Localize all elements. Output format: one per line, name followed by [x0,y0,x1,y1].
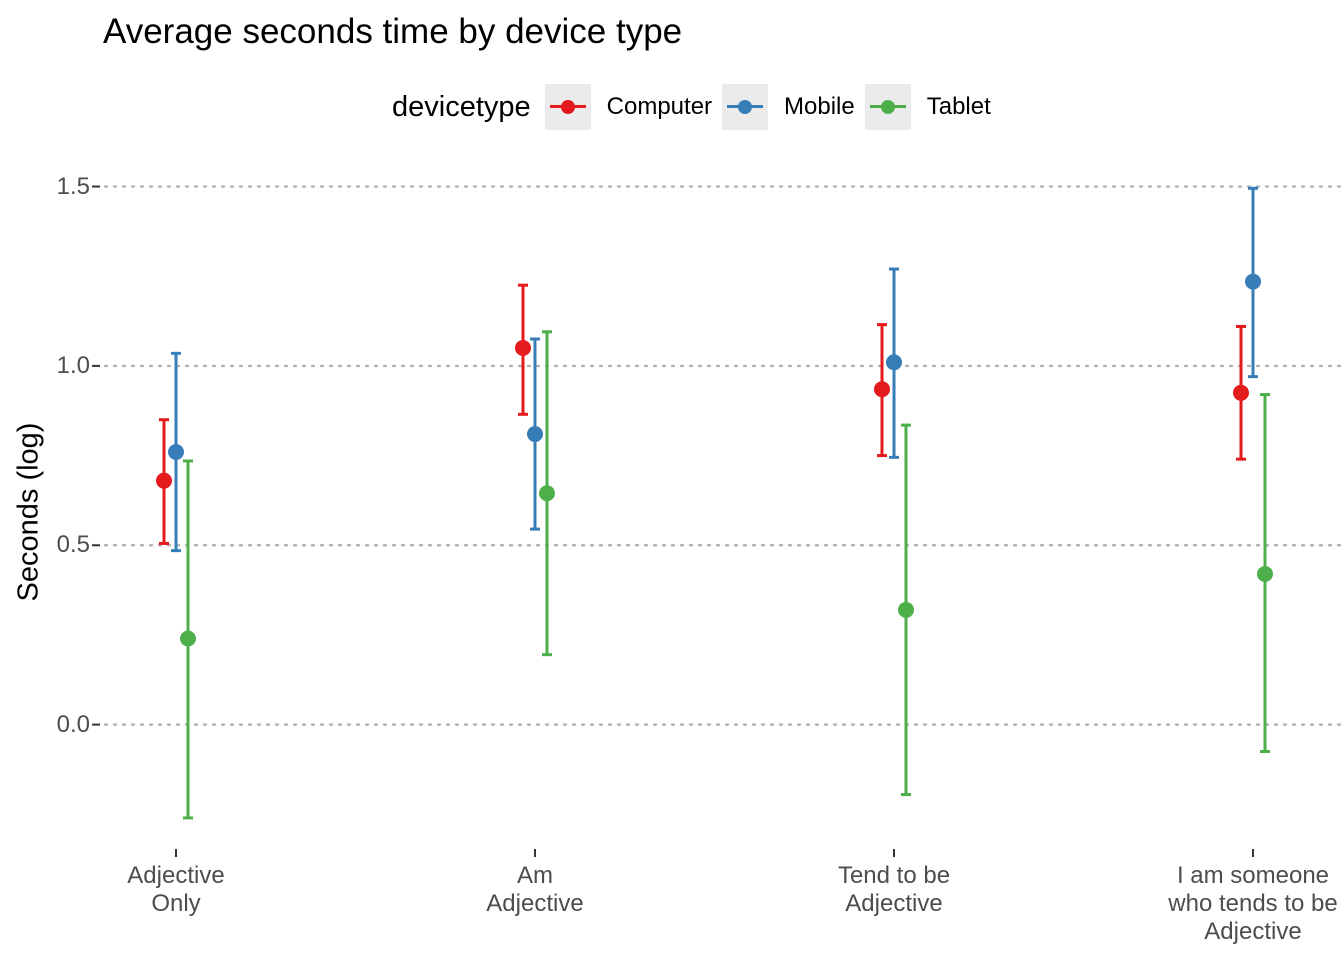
legend-key-computer [544,84,591,130]
data-point [1257,565,1273,582]
data-point [180,630,196,647]
data-point [539,485,555,502]
y-tick-label: 0.0 [56,710,90,738]
y-tick-label: 0.5 [56,531,90,559]
data-point [898,601,914,618]
x-tick-label: I am someone who tends to be Adjective [1168,862,1338,945]
data-point [1245,273,1261,290]
legend-title: devicetype [392,90,531,123]
chart-title: Average seconds time by device type [103,12,683,51]
legend-label-computer: Computer [606,93,713,120]
legend-label-mobile: Mobile [784,93,855,120]
data-point [515,339,531,356]
legend: devicetype Computer Mobile Tablet [392,84,1001,130]
legend-item-tablet: Tablet [864,84,991,130]
data-point [874,381,890,398]
y-tick-label: 1.0 [56,351,90,379]
data-point [156,472,172,489]
legend-item-computer: Computer [544,84,713,130]
legend-key-tablet [864,84,911,130]
data-point [886,354,902,371]
x-tick-label: Adjective Only [127,862,225,917]
data-point [527,426,543,443]
legend-key-mobile [722,84,769,130]
y-tick-label: 1.5 [56,172,90,200]
legend-item-mobile: Mobile [722,84,855,130]
legend-label-tablet: Tablet [926,93,991,120]
x-tick-label: Tend to be Adjective [837,862,951,917]
data-point [168,443,184,460]
x-tick-label: Am Adjective [486,862,584,917]
data-point [1233,384,1249,401]
